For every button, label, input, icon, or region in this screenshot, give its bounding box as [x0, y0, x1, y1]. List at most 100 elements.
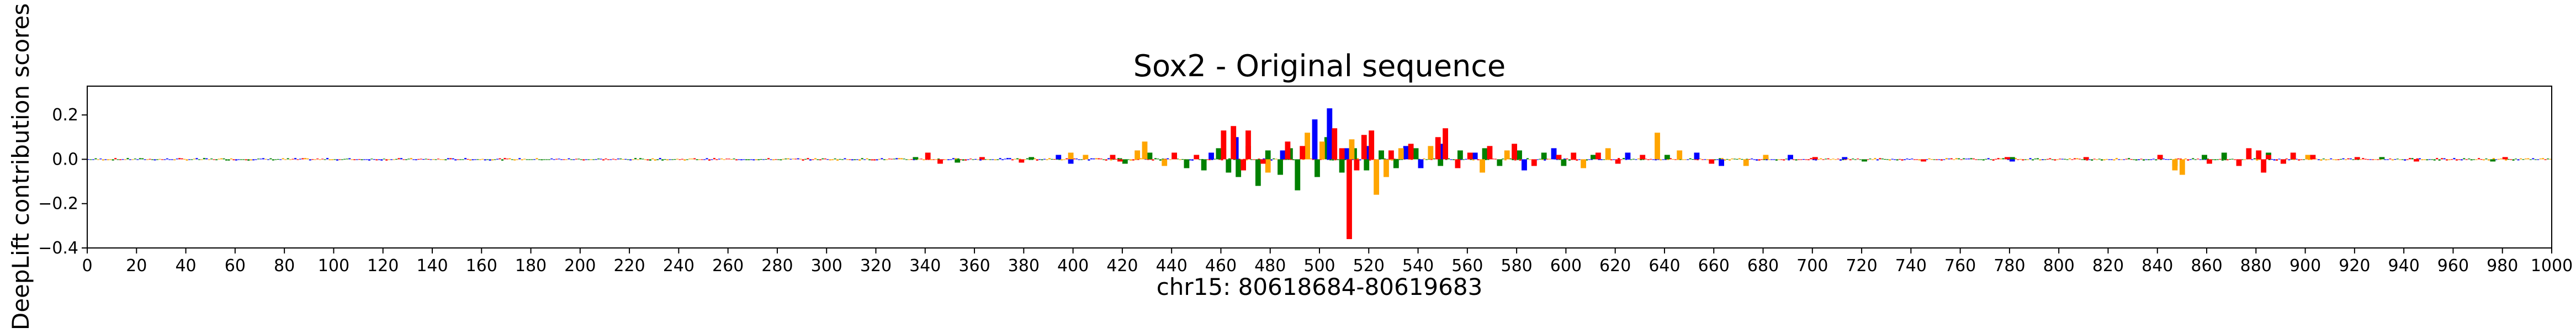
noise-bar: [1997, 158, 2000, 160]
noise-bar: [932, 159, 935, 160]
bar-G-645: [1677, 150, 1683, 160]
noise-bar: [952, 158, 955, 160]
noise-bar: [1753, 159, 1756, 160]
noise-bar: [2354, 159, 2357, 160]
bar-A-508: [1339, 159, 1345, 173]
noise-bar: [1854, 159, 1857, 160]
noise-bar: [1430, 159, 1433, 160]
noise-bar: [469, 159, 471, 161]
noise-bar: [499, 158, 501, 160]
noise-bar: [405, 159, 407, 160]
noise-bar: [2441, 158, 2444, 160]
noise-bar: [2337, 159, 2340, 160]
noise-bar: [195, 158, 198, 160]
bar-A-462: [1226, 159, 1232, 173]
noise-bar: [1874, 158, 1877, 160]
bar-A-580: [1517, 150, 1522, 160]
noise-bar: [1876, 159, 1879, 161]
bar-T-894: [2290, 152, 2296, 160]
bar-G-575: [1504, 150, 1510, 160]
noise-bar: [913, 159, 915, 161]
noise-bar: [1918, 159, 1921, 161]
noise-bar: [444, 159, 447, 161]
noise-bar: [895, 158, 898, 160]
bar-G-616: [1605, 148, 1611, 160]
bar-T-418: [1117, 159, 1123, 162]
noise-bar: [945, 159, 947, 160]
noise-bar: [1677, 159, 1679, 160]
noise-bar: [644, 159, 646, 160]
noise-bar: [1780, 159, 1783, 160]
noise-bar: [666, 159, 669, 161]
noise-bar: [1218, 159, 1221, 160]
noise-bar: [1568, 159, 1571, 161]
noise-bar: [1396, 158, 1398, 160]
noise-bar: [2258, 159, 2261, 160]
noise-bar: [1043, 158, 1046, 160]
noise-bar: [1033, 158, 1036, 160]
noise-bar: [632, 159, 634, 160]
noise-bar: [2431, 159, 2434, 160]
noise-bar: [526, 159, 528, 160]
noise-bar: [2000, 158, 2002, 160]
x-tick-label: 420: [1106, 256, 1138, 276]
noise-bar: [1211, 159, 1213, 160]
noise-bar: [2044, 159, 2047, 160]
noise-bar: [324, 159, 326, 160]
noise-bar: [540, 159, 543, 161]
noise-bar: [1741, 158, 1743, 160]
noise-bar: [2162, 158, 2165, 160]
noise-bar: [671, 159, 674, 160]
bar-C-398: [1068, 159, 1074, 164]
noise-bar: [1494, 158, 1497, 160]
noise-bar: [1470, 159, 1472, 160]
noise-bar: [1144, 159, 1147, 160]
noise-bar: [299, 158, 301, 160]
noise-bar: [1036, 159, 1038, 161]
noise-bar: [2475, 159, 2478, 160]
noise-bar: [1714, 159, 1716, 161]
noise-bar: [2091, 159, 2093, 161]
noise-bar: [2101, 159, 2103, 161]
noise-bar: [1117, 158, 1120, 160]
noise-bar: [2288, 159, 2291, 161]
noise-bar: [1775, 159, 1778, 161]
noise-bar: [2219, 158, 2222, 160]
noise-bar: [942, 159, 945, 160]
noise-bar: [181, 158, 183, 160]
noise-bar: [812, 159, 814, 160]
bar-A-458: [1216, 148, 1222, 160]
noise-bar: [1751, 158, 1753, 160]
noise-bar: [2369, 159, 2372, 160]
noise-bar: [856, 159, 858, 160]
noise-bar: [627, 159, 629, 160]
noise-bar: [1100, 158, 1103, 160]
noise-bar: [543, 159, 545, 160]
x-tick-label: 40: [175, 256, 196, 276]
noise-bar: [585, 159, 587, 160]
noise-bar: [104, 159, 107, 160]
noise-bar: [2418, 158, 2421, 160]
noise-bar: [430, 159, 432, 160]
noise-bar: [955, 158, 957, 160]
noise-bar: [2120, 159, 2123, 160]
noise-bar: [1736, 158, 1738, 160]
noise-bar: [881, 158, 883, 160]
noise-bar: [1517, 159, 1519, 160]
noise-bar: [2465, 159, 2468, 160]
noise-bar: [97, 159, 99, 160]
bar-A-490: [1295, 159, 1301, 191]
noise-bar: [1078, 159, 1080, 160]
bar-T-596: [1556, 155, 1562, 160]
bar-T-586: [1531, 159, 1537, 166]
noise-bar: [1682, 159, 1684, 160]
noise-bar: [1026, 158, 1029, 160]
noise-bar: [139, 158, 141, 160]
noise-bar: [1985, 158, 1987, 160]
x-tick-label: 880: [2240, 256, 2272, 276]
noise-bar: [2165, 159, 2167, 160]
noise-bar: [1674, 159, 1677, 160]
bar-G-478: [1265, 159, 1271, 173]
noise-bar: [2256, 159, 2259, 161]
noise-bar: [1127, 159, 1130, 160]
